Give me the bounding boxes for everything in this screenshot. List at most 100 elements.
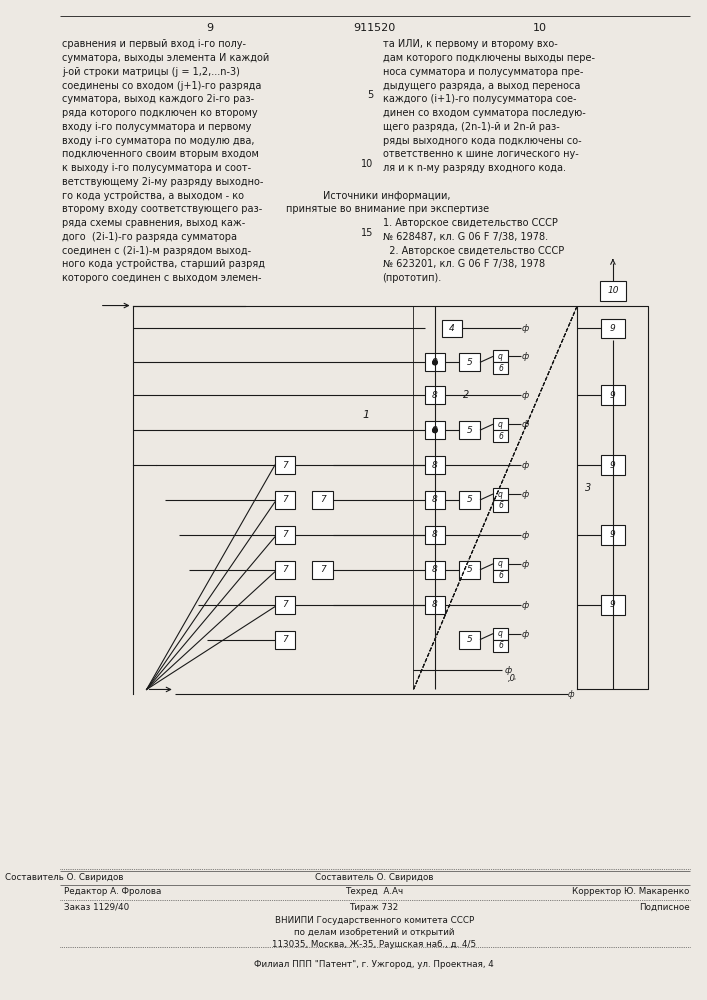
FancyBboxPatch shape (460, 353, 480, 371)
Text: 9: 9 (610, 324, 616, 333)
Text: 9: 9 (610, 461, 616, 470)
Text: соединен с (2i-1)-м разрядом выход-: соединен с (2i-1)-м разрядом выход- (62, 246, 252, 256)
FancyBboxPatch shape (442, 320, 462, 337)
FancyBboxPatch shape (275, 561, 296, 579)
Text: которого соединен с выходом элемен-: которого соединен с выходом элемен- (62, 273, 262, 283)
Text: сравнения и первый вход i-го полу-: сравнения и первый вход i-го полу- (62, 39, 246, 49)
Text: ф: ф (522, 601, 530, 610)
Text: 6: 6 (498, 571, 503, 580)
FancyBboxPatch shape (493, 430, 508, 442)
Text: 7: 7 (282, 461, 288, 470)
Text: ф: ф (522, 324, 530, 333)
FancyBboxPatch shape (601, 595, 625, 615)
Text: Составитель О. Свиридов: Составитель О. Свиридов (315, 873, 433, 882)
Text: сумматора, выходы элемента И каждой: сумматора, выходы элемента И каждой (62, 53, 269, 63)
Text: 5: 5 (367, 90, 373, 100)
Text: q: q (498, 352, 503, 361)
Text: ВНИИПИ Государственного комитета СССР: ВНИИПИ Государственного комитета СССР (274, 916, 474, 925)
Text: 6: 6 (498, 364, 503, 373)
Text: входу i-го сумматора по модулю два,: входу i-го сумматора по модулю два, (62, 136, 255, 146)
Text: j-ой строки матрицы (j = 1,2,...n-3): j-ой строки матрицы (j = 1,2,...n-3) (62, 67, 240, 77)
Text: ответственно к шине логического ну-: ответственно к шине логического ну- (382, 149, 578, 159)
Text: подключенного своим вторым входом: подключенного своим вторым входом (62, 149, 259, 159)
Text: 5: 5 (467, 358, 472, 367)
Text: 113035, Москва, Ж-35, Раушская наб., д. 4/5: 113035, Москва, Ж-35, Раушская наб., д. … (272, 940, 477, 949)
Text: щего разряда, (2n-1)-й и 2n-й раз-: щего разряда, (2n-1)-й и 2n-й раз- (382, 122, 559, 132)
Text: ряды выходного кода подключены со-: ряды выходного кода подключены со- (382, 136, 581, 146)
FancyBboxPatch shape (493, 640, 508, 652)
Text: 3: 3 (585, 483, 591, 493)
Text: ф: ф (522, 420, 530, 429)
Text: ля и к n-му разряду входного кода.: ля и к n-му разряду входного кода. (382, 163, 566, 173)
Text: Редактор А. Фролова: Редактор А. Фролова (64, 887, 162, 896)
Text: ф: ф (568, 690, 575, 699)
FancyBboxPatch shape (601, 319, 625, 338)
Text: ф: ф (522, 391, 530, 400)
FancyBboxPatch shape (275, 456, 296, 474)
FancyBboxPatch shape (493, 558, 508, 570)
FancyBboxPatch shape (312, 491, 333, 509)
Text: 9: 9 (610, 530, 616, 539)
Text: ф: ф (504, 666, 511, 675)
FancyBboxPatch shape (460, 421, 480, 439)
Text: входу i-го полусумматора и первому: входу i-го полусумматора и первому (62, 122, 252, 132)
Text: 8: 8 (432, 530, 438, 539)
Text: ф: ф (522, 630, 530, 639)
Text: второму входу соответствующего раз-: второму входу соответствующего раз- (62, 204, 262, 214)
Text: 7: 7 (282, 495, 288, 504)
Text: 7: 7 (320, 565, 325, 574)
Text: ф: ф (522, 490, 530, 499)
Text: Техред  А.Ач: Техред А.Ач (345, 887, 403, 896)
Text: 8: 8 (432, 565, 438, 574)
FancyBboxPatch shape (275, 596, 296, 614)
FancyBboxPatch shape (275, 631, 296, 649)
Text: 6: 6 (498, 432, 503, 441)
Text: 8: 8 (432, 495, 438, 504)
FancyBboxPatch shape (425, 526, 445, 544)
Text: ф: ф (522, 560, 530, 569)
Text: 8: 8 (432, 391, 438, 400)
Text: 6: 6 (498, 641, 503, 650)
FancyBboxPatch shape (493, 628, 508, 640)
Text: 7: 7 (282, 530, 288, 539)
Text: Составитель О. Свиридов: Составитель О. Свиридов (5, 873, 124, 882)
FancyBboxPatch shape (600, 281, 626, 301)
FancyBboxPatch shape (460, 491, 480, 509)
Text: № 623201, кл. G 06 F 7/38, 1978: № 623201, кл. G 06 F 7/38, 1978 (382, 259, 544, 269)
Text: 6: 6 (498, 501, 503, 510)
Text: 10: 10 (361, 159, 373, 169)
FancyBboxPatch shape (601, 525, 625, 545)
Circle shape (433, 360, 438, 365)
Circle shape (433, 428, 438, 433)
Text: Подписное: Подписное (639, 903, 690, 912)
FancyBboxPatch shape (425, 353, 445, 371)
FancyBboxPatch shape (460, 631, 480, 649)
Text: 5: 5 (467, 495, 472, 504)
Text: 9: 9 (610, 391, 616, 400)
Text: 5: 5 (467, 635, 472, 644)
Text: 5: 5 (467, 565, 472, 574)
Text: 1. Авторское свидетельство СССР: 1. Авторское свидетельство СССР (382, 218, 557, 228)
Text: го кода устройства, а выходом - ко: го кода устройства, а выходом - ко (62, 191, 245, 201)
Text: дого  (2i-1)-го разряда сумматора: дого (2i-1)-го разряда сумматора (62, 232, 238, 242)
Text: q: q (498, 629, 503, 638)
Text: 911520: 911520 (353, 23, 395, 33)
Text: дам которого подключены выходы пере-: дам которого подключены выходы пере- (382, 53, 595, 63)
Text: Источники информации,: Источники информации, (324, 191, 451, 201)
FancyBboxPatch shape (275, 491, 296, 509)
Text: 10: 10 (607, 286, 619, 295)
FancyBboxPatch shape (425, 596, 445, 614)
FancyBboxPatch shape (493, 350, 508, 362)
Text: ф: ф (522, 352, 530, 361)
FancyBboxPatch shape (493, 362, 508, 374)
FancyBboxPatch shape (601, 455, 625, 475)
FancyBboxPatch shape (425, 386, 445, 404)
Text: ряда схемы сравнения, выход каж-: ряда схемы сравнения, выход каж- (62, 218, 245, 228)
Text: 9: 9 (206, 23, 213, 33)
FancyBboxPatch shape (425, 561, 445, 579)
Text: ветствующему 2i-му разряду выходно-: ветствующему 2i-му разряду выходно- (62, 177, 264, 187)
FancyBboxPatch shape (425, 491, 445, 509)
FancyBboxPatch shape (493, 570, 508, 582)
Text: дыдущего разряда, а выход переноса: дыдущего разряда, а выход переноса (382, 81, 580, 91)
Text: 8: 8 (432, 358, 438, 367)
